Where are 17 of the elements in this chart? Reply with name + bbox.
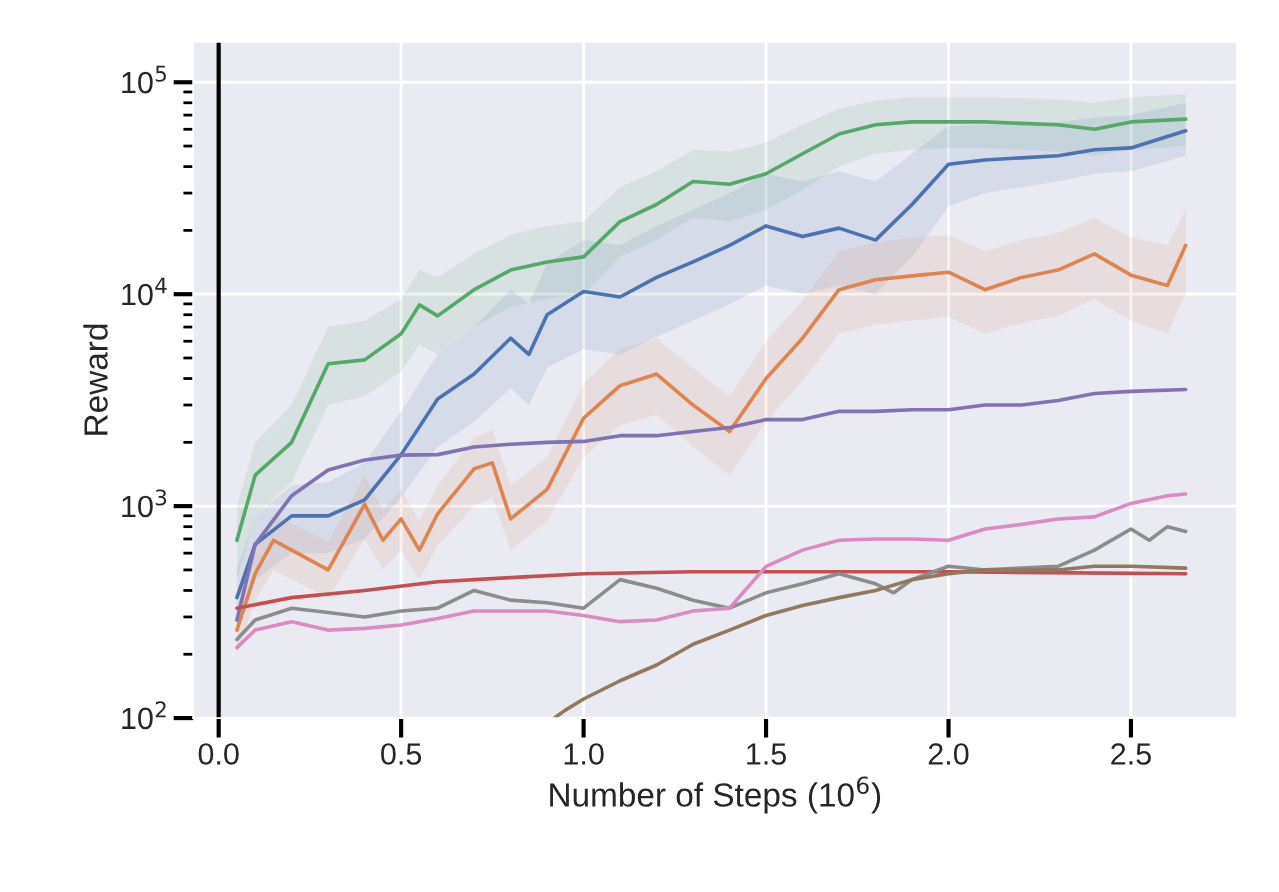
x-tick-label: 0.5 [381,743,422,765]
x-tick-label: 0.0 [198,743,239,765]
line-series [235,387,1188,622]
y-axis-title: Reward [83,324,108,435]
y-tick-label: 10$^{5}$ [122,65,166,94]
x-tick-label: 2.5 [1111,743,1151,765]
line-series [235,569,1188,610]
y-tick-label: 10$^{4}$ [122,277,167,306]
x-tick-label: 1.0 [564,743,604,765]
x-tick-label: 2.0 [928,743,969,765]
line-series [235,492,1188,650]
y-tick-label: 10$^{2}$ [122,701,166,730]
line-series [235,524,1188,642]
line-series [552,564,1188,719]
y-tick-label: 10$^{3}$ [122,489,167,518]
x-tick-label: 1.5 [747,743,787,765]
x-axis-title: Number of Steps (10$^{6}$) [550,776,881,814]
